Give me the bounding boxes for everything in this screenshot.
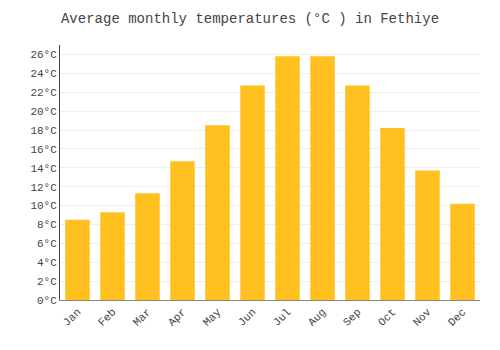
svg-text:6°C: 6°C	[37, 238, 57, 250]
svg-text:20°C: 20°C	[30, 106, 57, 118]
svg-text:22°C: 22°C	[30, 87, 57, 99]
svg-text:Sep: Sep	[341, 306, 363, 328]
svg-text:24°C: 24°C	[30, 68, 57, 80]
svg-text:26°C: 26°C	[30, 49, 57, 61]
svg-text:Jun: Jun	[236, 306, 258, 328]
svg-text:Jan: Jan	[61, 306, 83, 328]
svg-text:Jul: Jul	[271, 306, 293, 328]
svg-text:Apr: Apr	[166, 306, 188, 328]
svg-text:May: May	[201, 306, 224, 329]
svg-text:0°C: 0°C	[37, 295, 57, 307]
svg-text:14°C: 14°C	[30, 163, 57, 175]
svg-text:4°C: 4°C	[37, 257, 57, 269]
svg-text:Average monthly temperatures (: Average monthly temperatures (°C ) in Fe…	[61, 11, 439, 27]
svg-text:18°C: 18°C	[30, 125, 57, 137]
svg-text:2°C: 2°C	[37, 276, 57, 288]
svg-text:12°C: 12°C	[30, 182, 57, 194]
svg-text:16°C: 16°C	[30, 144, 57, 156]
svg-text:Feb: Feb	[96, 306, 118, 328]
svg-text:Nov: Nov	[411, 306, 434, 329]
svg-text:10°C: 10°C	[30, 200, 57, 212]
svg-text:Oct: Oct	[376, 306, 398, 328]
svg-text:Mar: Mar	[131, 306, 153, 328]
svg-text:8°C: 8°C	[37, 219, 57, 231]
svg-text:Dec: Dec	[446, 306, 468, 328]
svg-text:Aug: Aug	[306, 306, 328, 328]
